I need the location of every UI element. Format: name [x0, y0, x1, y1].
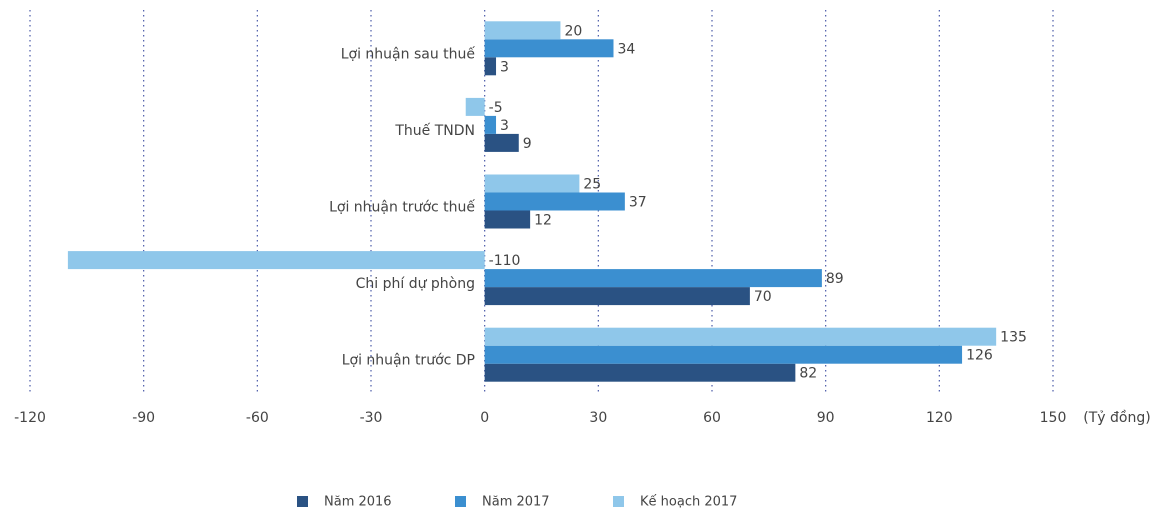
category-label: Thuế TNDN: [394, 122, 475, 139]
value-label: 135: [1000, 330, 1027, 346]
category-label: Lợi nhuận trước DP: [342, 353, 475, 369]
x-tick-label: -120: [14, 410, 46, 426]
legend-label: Kế hoạch 2017: [640, 495, 737, 510]
category-label: Lợi nhuận sau thuế: [341, 45, 476, 62]
bar: [484, 363, 796, 382]
value-label: -110: [489, 253, 521, 269]
value-label: 3: [500, 59, 509, 75]
bar: [484, 345, 963, 364]
value-label: 70: [754, 289, 772, 305]
bar: [67, 251, 485, 270]
bar: [484, 210, 531, 229]
value-label: 20: [564, 23, 582, 39]
legend-swatch: [613, 496, 624, 507]
x-axis-label: (Tỷ đồng): [1083, 409, 1150, 426]
bar: [484, 21, 561, 40]
value-label: -5: [489, 100, 503, 116]
x-tick-label: 0: [480, 410, 489, 426]
bar: [484, 115, 497, 134]
x-tick-label: 30: [589, 410, 607, 426]
value-label: 9: [523, 136, 532, 152]
x-tick-label: 150: [1040, 410, 1067, 426]
value-label: 89: [826, 271, 844, 287]
bar: [484, 57, 497, 76]
value-label: 126: [966, 348, 993, 364]
value-label: 34: [617, 41, 635, 57]
bar: [465, 97, 485, 116]
x-tick-label: -90: [132, 410, 155, 426]
value-label: 37: [629, 195, 647, 211]
category-label: Chi phí dự phòng: [356, 276, 475, 292]
legend-label: Năm 2017: [482, 495, 550, 510]
value-label: 25: [583, 177, 601, 193]
value-label: 12: [534, 213, 552, 229]
x-tick-label: -30: [360, 410, 383, 426]
bar: [484, 327, 997, 346]
legend-swatch: [297, 496, 308, 507]
bar: [484, 269, 822, 288]
bar: [484, 192, 625, 211]
x-tick-label: -60: [246, 410, 269, 426]
value-label: 3: [500, 118, 509, 134]
value-label: 82: [799, 366, 817, 382]
category-label: Lợi nhuận trước thuế: [329, 199, 475, 216]
bar: [484, 133, 519, 152]
bar: [484, 174, 580, 193]
bar: [484, 39, 614, 58]
x-tick-label: 120: [926, 410, 953, 426]
x-tick-label: 60: [703, 410, 721, 426]
legend-swatch: [455, 496, 466, 507]
legend-label: Năm 2016: [324, 495, 392, 510]
x-tick-label: 90: [817, 410, 835, 426]
bar: [484, 287, 750, 306]
